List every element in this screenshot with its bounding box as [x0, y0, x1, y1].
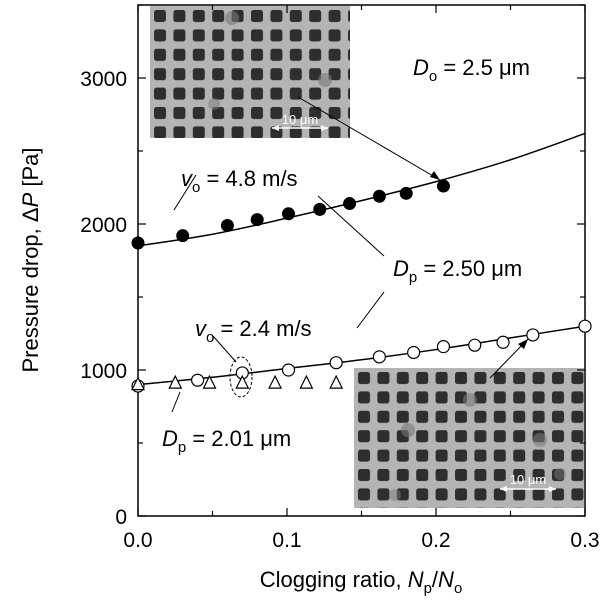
data-point-open-circle: [329, 356, 343, 370]
sem-inset-upper: 10 μm: [150, 6, 350, 138]
fit-curves: [137, 132, 586, 386]
scale-label-upper: 10 μm: [282, 112, 318, 127]
data-point-filled-circle: [176, 229, 190, 243]
x-axis-label: Clogging ratio, Np/No: [260, 567, 463, 597]
data-point-open-circle: [578, 319, 592, 333]
y-tick-label: 2000: [80, 214, 127, 237]
data-point-filled-circle: [313, 202, 327, 216]
data-point-filled-circle: [281, 207, 295, 221]
data-point-open-circle: [281, 363, 296, 377]
data-point-filled-circle: [220, 218, 234, 232]
data-point-filled-circle: [343, 197, 357, 211]
data-point-open-circle: [191, 373, 205, 387]
data-point-open-triangle: [235, 374, 250, 389]
y-tick-label: 0: [115, 506, 127, 529]
annotation-Dp-high: Dp = 2.50 μm: [393, 256, 522, 286]
data-point-open-circle: [468, 338, 482, 352]
data-point-open-circle: [372, 350, 386, 364]
data-point-filled-circle: [372, 189, 386, 203]
data-points: [131, 179, 592, 393]
y-tick-label: 3000: [80, 68, 127, 91]
x-tick-label: 0.0: [123, 529, 152, 552]
tick-labels: 0.0 0.1 0.2 0.3 0 1000 2000 3000: [80, 68, 599, 552]
sem-inset-lower: 10 μm: [354, 368, 584, 508]
data-point-filled-circle: [436, 179, 450, 193]
data-point-filled-circle: [131, 236, 145, 250]
y-axis-label: Pressure drop, ΔP [Pa]: [18, 147, 43, 372]
annotation-Do: Do = 2.5 μm: [413, 55, 530, 85]
data-point-open-circle: [526, 328, 540, 342]
annotation-Dp-low: Dp = 2.01 μm: [162, 426, 291, 456]
data-point-filled-circle: [399, 186, 413, 200]
data-point-open-circle: [436, 340, 451, 354]
data-point-open-triangle: [202, 374, 217, 389]
x-tick-label: 0.2: [421, 529, 450, 552]
fit-curve-0: [137, 132, 586, 247]
scale-label-lower: 10 μm: [510, 472, 546, 487]
annotation-vo-high: vo = 4.8 m/s: [181, 166, 298, 196]
data-point-open-circle: [407, 345, 421, 360]
y-tick-label: 1000: [80, 360, 127, 383]
data-point-filled-circle: [250, 213, 264, 227]
data-point-open-triangle: [329, 374, 344, 389]
axis-ticks: [137, 4, 586, 517]
data-point-open-triangle: [131, 376, 145, 391]
data-point-open-circle: [496, 335, 510, 349]
annotation-vo-low: vo = 2.4 m/s: [195, 316, 312, 346]
fit-curve-1: [137, 325, 586, 386]
data-point-open-triangle: [168, 374, 183, 389]
data-point-open-triangle: [299, 374, 314, 389]
x-tick-label: 0.3: [570, 529, 599, 552]
x-tick-label: 0.1: [272, 529, 301, 552]
data-point-open-triangle: [268, 374, 283, 389]
leader-lines: [171, 96, 529, 413]
